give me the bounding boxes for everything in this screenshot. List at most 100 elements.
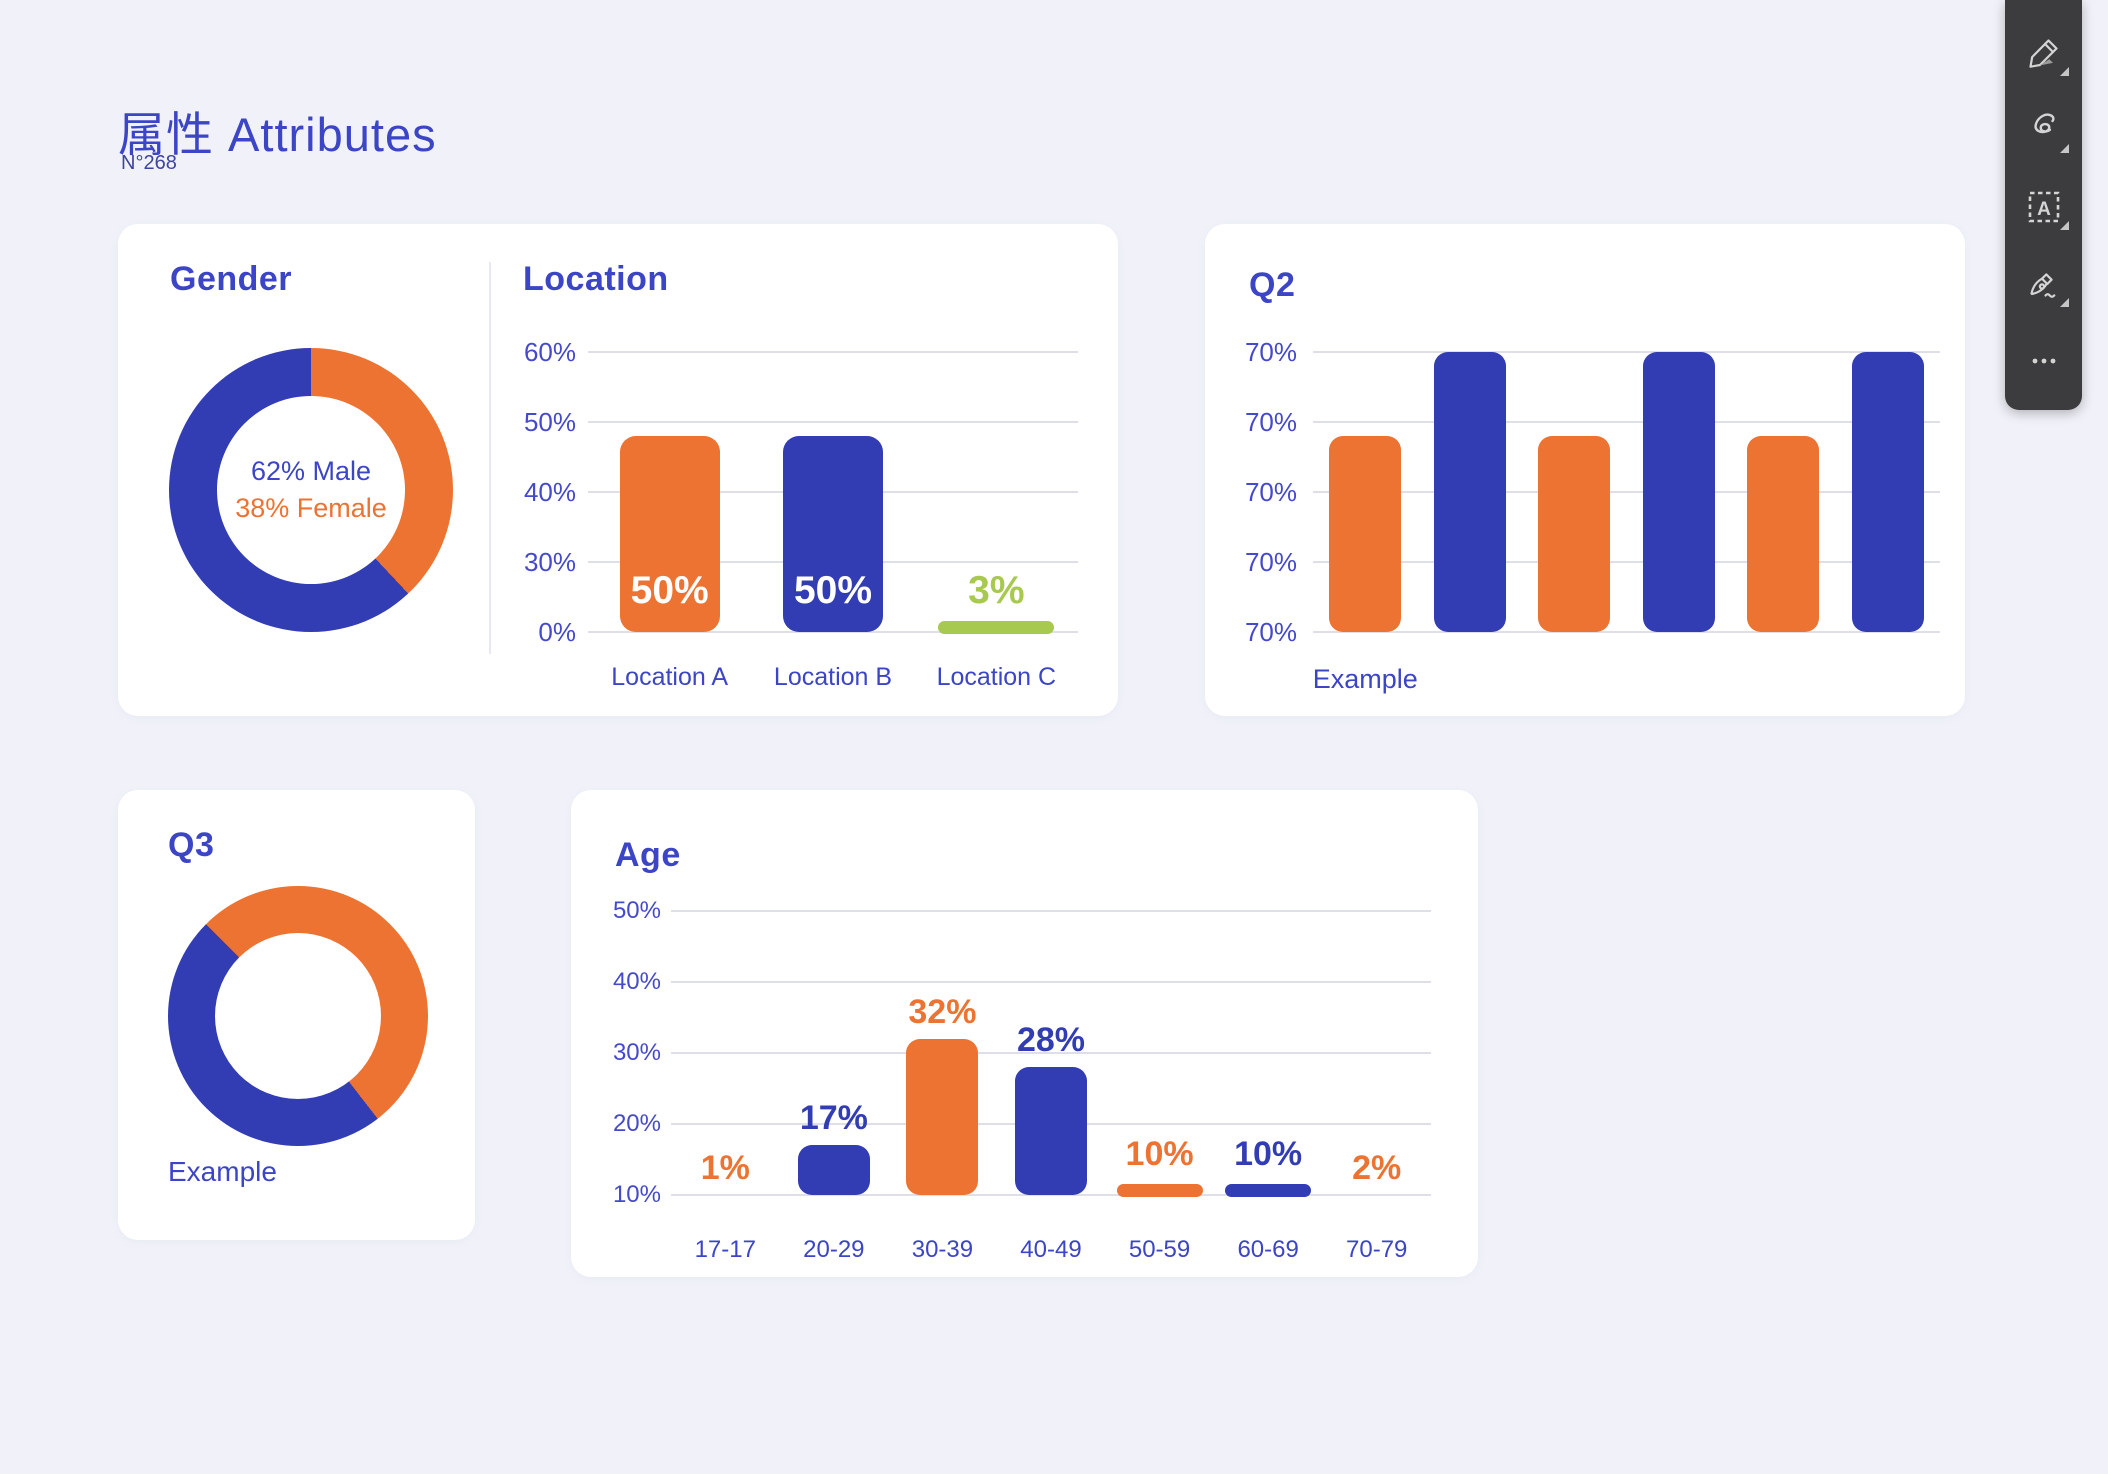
q2-bar [1329,436,1402,632]
gender-donut-hole: 62% Male 38% Female [217,396,405,584]
value-label: 10% [1234,1135,1303,1173]
x-category-label: Location C [936,663,1057,691]
q2-bar [1538,436,1611,632]
x-category-label: 60-69 [1237,1236,1299,1263]
more-tools-button[interactable] [2013,326,2075,396]
location-chart-title: Location [523,260,669,298]
y-axis-tick: 50% [612,897,661,924]
y-axis-tick: 70% [1244,477,1297,507]
gridline [671,1194,1431,1196]
gridline [1313,631,1940,633]
y-axis-tick: 30% [523,547,576,577]
q3-axis-label: Example [168,1156,277,1187]
text-box-icon: A [2028,191,2059,223]
q2-bar [1642,352,1715,632]
flyout-indicator-icon [2059,221,2069,230]
marker-tool-button[interactable] [2013,18,2075,88]
age-bar [906,1039,979,1195]
y-axis-tick: 30% [612,1039,661,1066]
gridline [588,421,1078,423]
value-label: 2% [1352,1149,1402,1187]
age-bar-chart: 50% 40% 30% 20% 10% 1% 17-17 17% 20-29 32% 30-39 28… [571,790,1478,1277]
svg-text:A: A [2037,199,2051,220]
x-category-label: Example [1312,664,1418,694]
q2-card: Q2 70% 70% 70% 70% 70% Example [1205,224,1965,716]
q2-bar-chart: 70% 70% 70% 70% 70% Example [1205,224,1965,716]
page-subtitle: N°268 [121,152,177,174]
gridline [1313,351,1940,353]
y-axis-tick: 20% [612,1110,661,1137]
more-options-icon [2032,358,2055,364]
gridline [1313,421,1940,423]
male-percentage-label: 62% Male [250,456,372,486]
y-axis-tick: 40% [523,477,576,507]
lasso-icon [2033,113,2055,134]
gridline [671,1052,1431,1054]
y-axis-tick: 70% [1244,407,1297,437]
female-percentage-label: 38% Female [235,493,387,523]
gridline [588,631,1078,633]
age-chart-title: Age [615,836,681,874]
text-box-tool-button[interactable]: A [2013,172,2075,242]
page-title: 属性 Attributes [118,108,437,161]
age-pill-bar [1225,1184,1312,1197]
q3-donut-hole [215,933,381,1099]
flyout-indicator-icon [2059,67,2069,76]
x-category-label: 20-29 [803,1236,865,1263]
q2-bar [1433,352,1506,632]
value-label: 3% [968,569,1025,612]
x-category-label: Location B [773,663,893,691]
q2-chart-title: Q2 [1249,266,1296,304]
value-label: 50% [793,569,873,612]
signature-pen-tool-button[interactable] [2013,249,2075,319]
y-axis-tick: 0% [538,617,576,647]
gridline [588,351,1078,353]
section-divider [489,262,491,654]
q2-bar [1851,352,1924,632]
value-label: 28% [1016,1021,1086,1059]
y-axis-tick: 40% [612,968,661,995]
x-category-label: 40-49 [1020,1236,1082,1263]
gender-location-card: Gender 62% Male 38% Female Location 60% 5… [118,224,1118,716]
marker-icon [2028,39,2058,68]
q3-card: Q3 Example [118,790,475,1240]
x-category-label: 30-39 [911,1236,974,1263]
age-bar [797,1145,870,1195]
x-category-label: 50-59 [1128,1236,1191,1263]
age-card: Age 50% 40% 30% 20% 10% 1% 17-17 17% 20-29 32% 30-… [571,790,1478,1277]
signature-pen-icon [2029,273,2055,298]
y-axis-tick: 70% [1244,617,1297,647]
gridline [1313,561,1940,563]
flyout-indicator-icon [2059,144,2069,153]
gridline [1313,491,1940,493]
y-axis-tick: 70% [1244,337,1297,367]
location-bar [619,436,720,632]
value-label: 10% [1125,1135,1194,1173]
age-bar [1015,1067,1087,1195]
flyout-indicator-icon [2059,298,2069,307]
annotation-toolbar: A [2005,0,2082,410]
y-axis-tick: 70% [1244,547,1297,577]
age-pill-bar [1116,1184,1203,1197]
q2-bar [1747,436,1820,632]
y-axis-tick: 60% [523,337,576,367]
gender-donut-chart: 62% Male 38% Female [169,348,453,632]
gridline [671,981,1431,983]
y-axis-tick: 50% [523,407,576,437]
location-bar-chart: 60% 50% 40% 30% 0% 50% Location A 50% Location B… [118,224,1118,716]
x-category-label: Location A [611,663,729,691]
location-pill-bar [938,621,1055,634]
q3-donut-chart [168,886,428,1146]
y-axis-tick: 10% [612,1181,661,1208]
gridline [671,910,1431,912]
x-category-label: 17-17 [694,1236,756,1263]
lasso-tool-button[interactable] [2013,95,2075,165]
location-bar [783,436,883,632]
value-label: 50% [630,569,709,612]
gender-chart-title: Gender [170,260,293,298]
value-label: 32% [908,993,977,1031]
value-label: 1% [700,1149,750,1187]
x-category-label: 70-79 [1346,1236,1408,1263]
q3-chart-title: Q3 [168,826,215,864]
value-label: 17% [799,1099,868,1137]
